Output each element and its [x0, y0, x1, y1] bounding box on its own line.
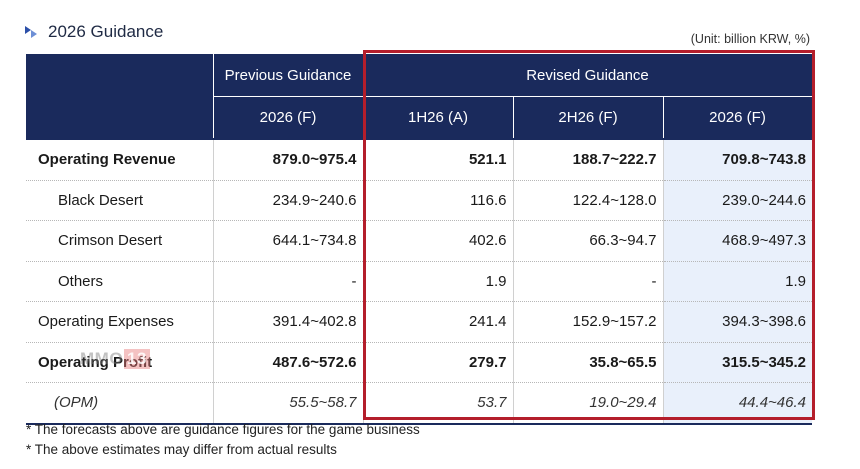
chevron-double-icon	[25, 26, 37, 38]
unit-label: (Unit: billion KRW, %)	[690, 32, 810, 46]
header-previous-guidance: Previous Guidance	[212, 54, 364, 97]
cell-value: 487.6~572.6	[213, 342, 364, 383]
table-row: (OPM) 55.5~58.7 53.7 19.0~29.4 44.4~46.4	[26, 382, 812, 425]
row-label: Operating Profit	[26, 342, 214, 383]
cell-value: 241.4	[363, 301, 514, 343]
cell-value: 152.9~157.2	[513, 301, 664, 343]
row-label: Black Desert	[26, 180, 214, 221]
footnote: * The forecasts above are guidance figur…	[26, 422, 420, 437]
subheader-2h26f: 2H26 (F)	[512, 96, 664, 139]
header-revised-guidance: Revised Guidance	[362, 54, 813, 97]
cell-value: 391.4~402.8	[213, 301, 364, 343]
row-label: Operating Expenses	[26, 301, 214, 343]
cell-value: 315.5~345.2	[663, 342, 812, 383]
subheader-rev-2026f: 2026 (F)	[662, 96, 813, 139]
table-row: Crimson Desert 644.1~734.8 402.6 66.3~94…	[26, 220, 812, 262]
cell-value: 234.9~240.6	[213, 180, 364, 221]
table-row: Black Desert 234.9~240.6 116.6 122.4~128…	[26, 180, 812, 221]
cell-value: 402.6	[363, 220, 514, 262]
cell-value: 239.0~244.6	[663, 180, 812, 221]
cell-value: 116.6	[363, 180, 514, 221]
cell-value: 468.9~497.3	[663, 220, 812, 262]
cell-value: 19.0~29.4	[513, 382, 664, 425]
row-label: Crimson Desert	[26, 220, 214, 262]
table-row: Others - 1.9 - 1.9	[26, 261, 812, 302]
cell-value: 66.3~94.7	[513, 220, 664, 262]
subheader-prev-2026f: 2026 (F)	[212, 96, 364, 139]
cell-value: 279.7	[363, 342, 514, 383]
cell-value: 709.8~743.8	[663, 138, 812, 181]
cell-value: 35.8~65.5	[513, 342, 664, 383]
cell-value: 879.0~975.4	[213, 138, 364, 181]
cell-value: 122.4~128.0	[513, 180, 664, 221]
header-blank-cell	[26, 54, 214, 140]
row-label: Operating Revenue	[26, 138, 214, 181]
cell-value: 55.5~58.7	[213, 382, 364, 425]
cell-value: -	[513, 261, 664, 302]
table-row: Operating Profit 487.6~572.6 279.7 35.8~…	[26, 342, 812, 383]
footnote: * The above estimates may differ from ac…	[26, 442, 337, 457]
cell-value: 644.1~734.8	[213, 220, 364, 262]
title-row: 2026 Guidance	[24, 20, 163, 44]
table-row: Operating Expenses 391.4~402.8 241.4 152…	[26, 301, 812, 343]
cell-value: 1.9	[663, 261, 812, 302]
row-label: Others	[26, 261, 214, 302]
cell-value: -	[213, 261, 364, 302]
row-label: (OPM)	[26, 382, 214, 425]
cell-value: 1.9	[363, 261, 514, 302]
page-title: 2026 Guidance	[48, 22, 164, 41]
footnotes: * The forecasts above are guidance figur…	[26, 420, 420, 460]
guidance-table: Previous Guidance Revised Guidance 2026 …	[26, 54, 813, 425]
cell-value: 521.1	[363, 138, 514, 181]
cell-value: 394.3~398.6	[663, 301, 812, 343]
cell-value: 188.7~222.7	[513, 138, 664, 181]
cell-value: 44.4~46.4	[663, 382, 812, 425]
table-row: Operating Revenue 879.0~975.4 521.1 188.…	[26, 138, 812, 181]
cell-value: 53.7	[363, 382, 514, 425]
subheader-1h26a: 1H26 (A)	[362, 96, 514, 139]
